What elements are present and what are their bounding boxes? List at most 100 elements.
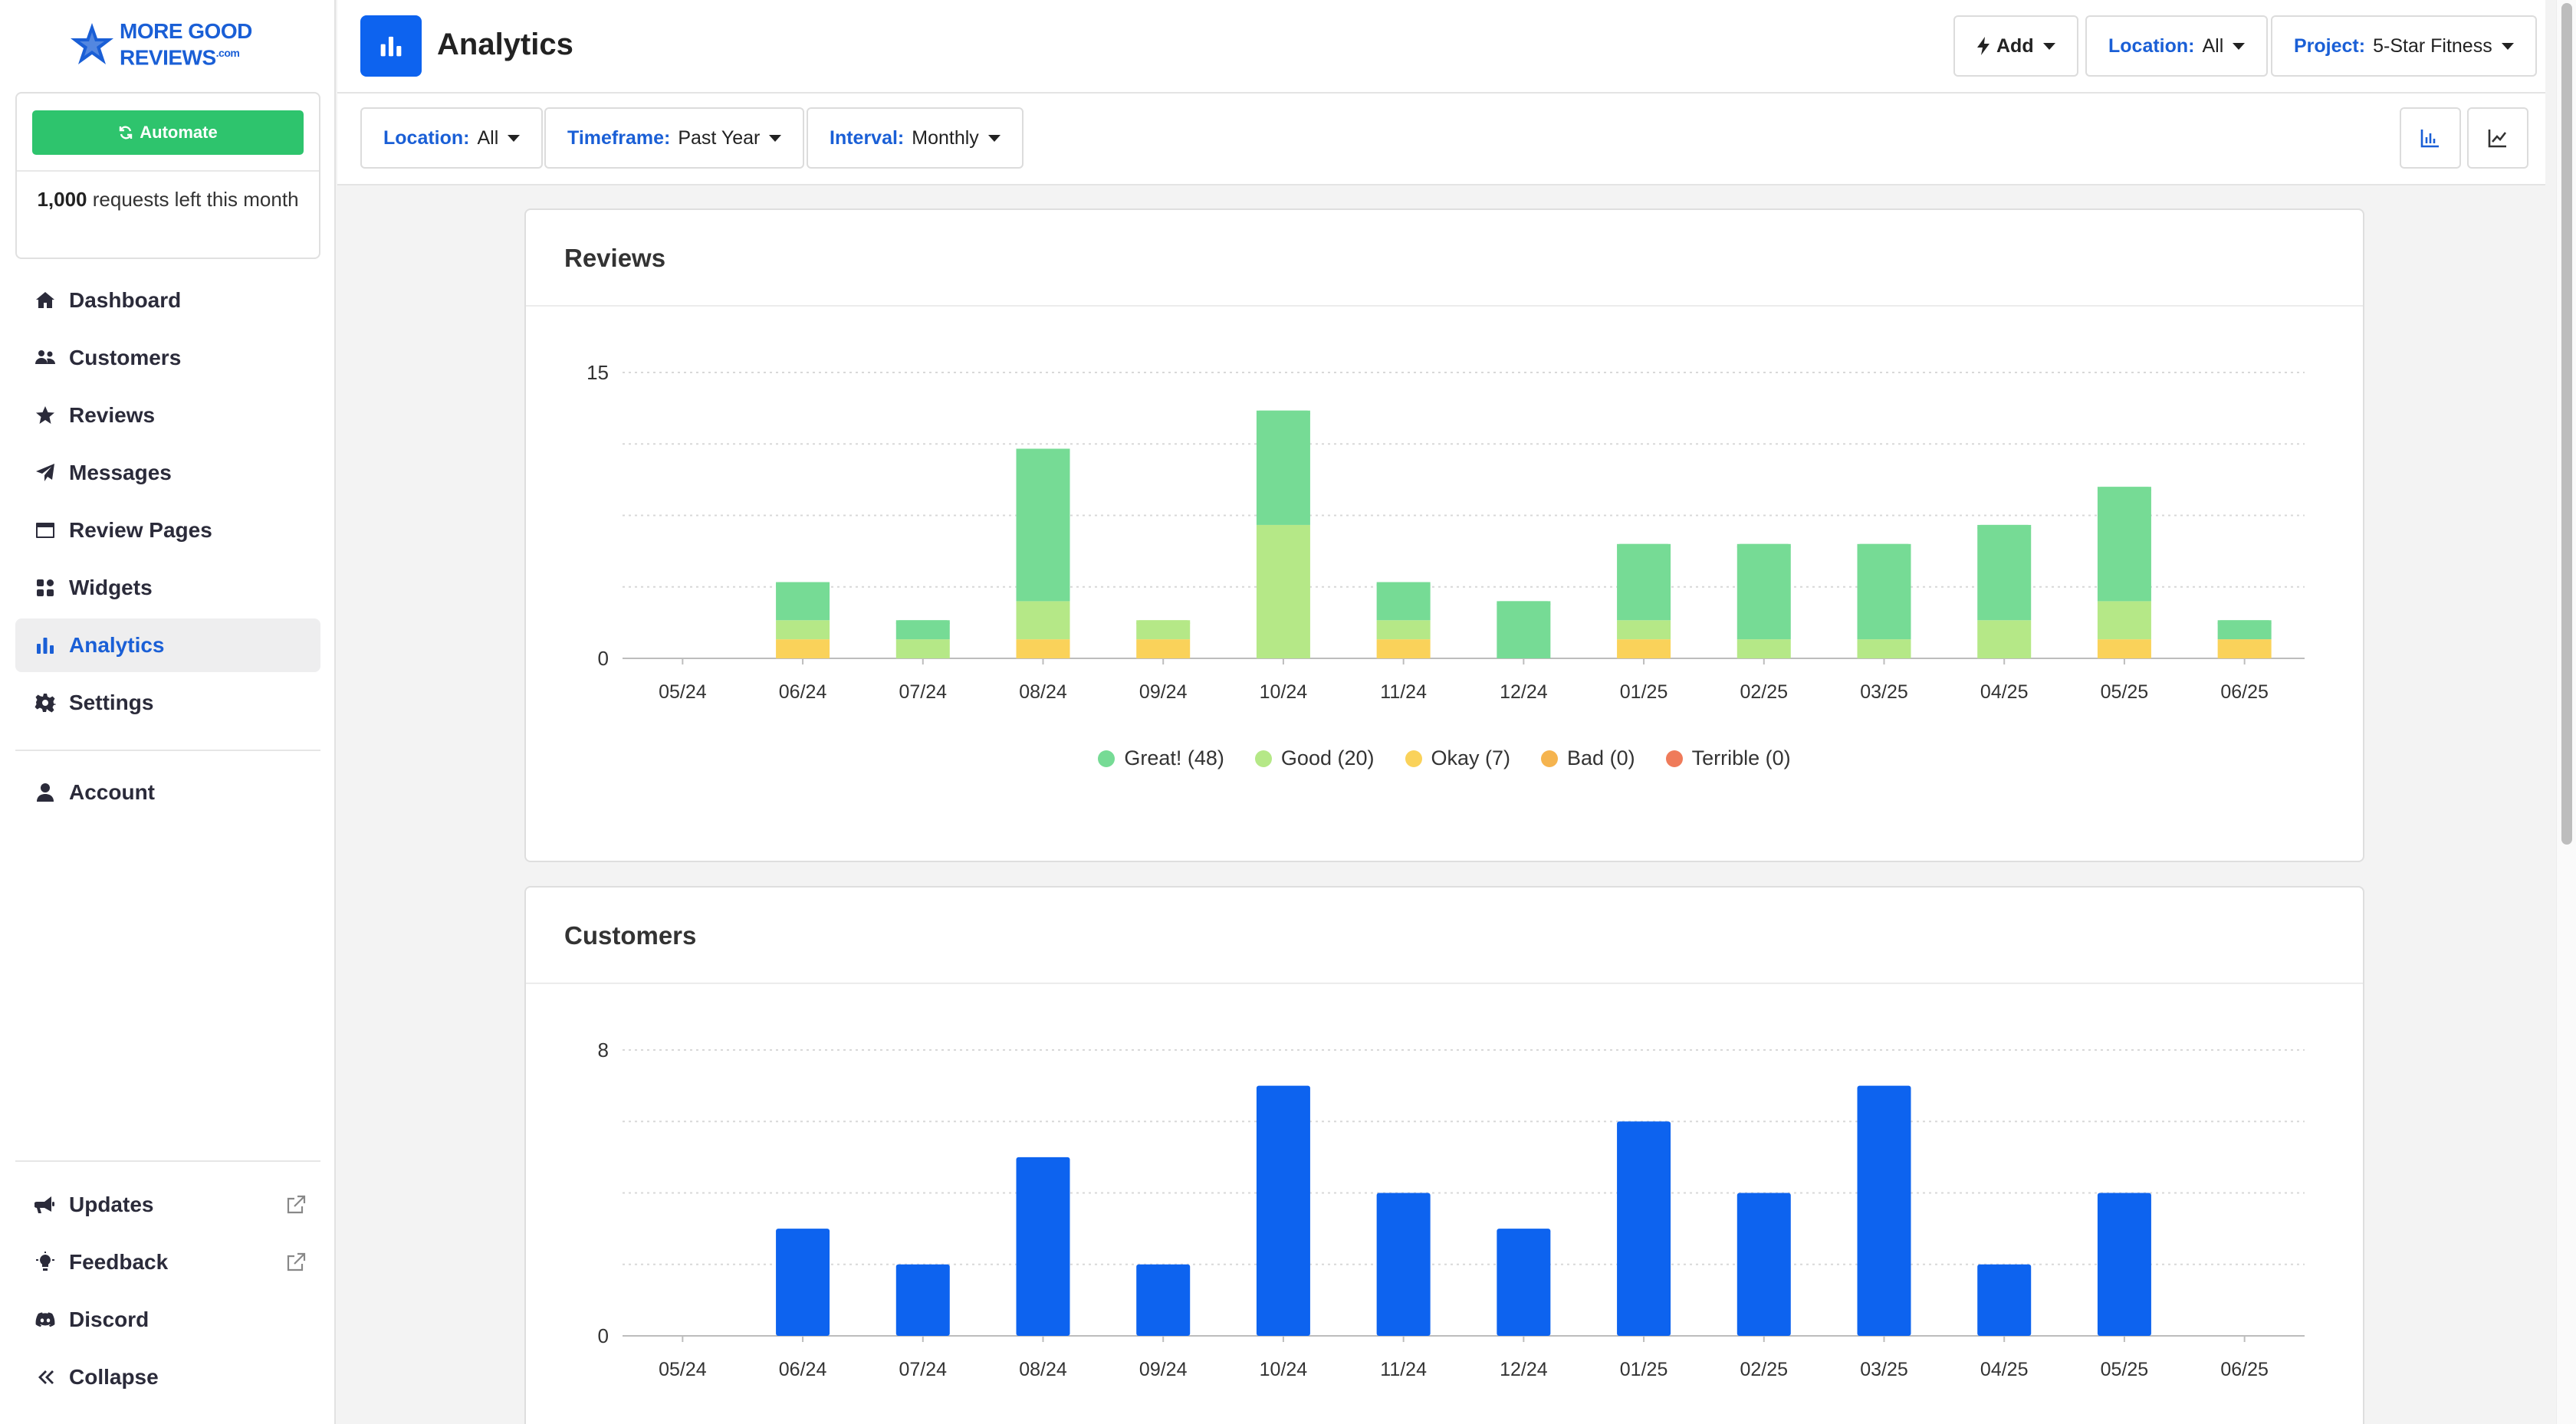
bar-segment-okay xyxy=(776,639,830,658)
legend-item-terrible[interactable]: Terrible (0) xyxy=(1665,746,1791,770)
add-label: Add xyxy=(1996,34,2034,57)
project-dropdown[interactable]: Project: 5-Star Fitness xyxy=(2271,15,2537,77)
x-tick-label: 07/24 xyxy=(899,1359,948,1380)
automate-button[interactable]: Automate xyxy=(32,110,304,155)
bar-segment-okay xyxy=(1136,639,1191,658)
bar-segment-okay xyxy=(1617,639,1671,658)
sidebar-item-dashboard[interactable]: Dashboard xyxy=(15,274,320,327)
caret-down-icon xyxy=(2501,42,2514,50)
sidebar-item-feedback[interactable]: Feedback xyxy=(15,1235,320,1289)
bar-segment-good xyxy=(895,639,950,658)
bar xyxy=(1737,1193,1791,1336)
bar-cap xyxy=(1136,620,1191,627)
sidebar-item-review-pages[interactable]: Review Pages xyxy=(15,504,320,557)
reviews-legend: Great! (48) Good (20) Okay (7) Bad (0) Terri… xyxy=(526,746,2363,770)
legend-dot xyxy=(1665,750,1683,767)
sidebar-item-widgets[interactable]: Widgets xyxy=(15,561,320,615)
location-value: All xyxy=(2202,34,2224,57)
sidebar-item-label: Collapse xyxy=(69,1365,159,1389)
sidebar-item-reviews[interactable]: Reviews xyxy=(15,389,320,442)
line-chart-view-button[interactable] xyxy=(2467,107,2528,169)
x-tick-label: 04/25 xyxy=(1980,681,2029,703)
bar-cap xyxy=(2097,487,2151,494)
sidebar-item-label: Analytics xyxy=(69,633,165,657)
y-tick-label: 15 xyxy=(586,361,609,384)
sidebar: MORE GOOD REVIEWS.com Automate 1,000 req… xyxy=(0,0,336,1424)
caret-down-icon xyxy=(2233,42,2246,50)
legend-dot xyxy=(1098,750,1116,767)
filter-key: Timeframe: xyxy=(567,126,671,149)
legend-item-good[interactable]: Good (20) xyxy=(1254,746,1375,770)
sidebar-item-settings[interactable]: Settings xyxy=(15,676,320,730)
megaphone-icon xyxy=(34,1193,57,1216)
caret-down-icon xyxy=(2042,42,2055,50)
legend-item-bad[interactable]: Bad (0) xyxy=(1541,746,1635,770)
bar-segment-great xyxy=(776,582,830,621)
legend-item-okay[interactable]: Okay (7) xyxy=(1405,746,1510,770)
bar-chart-icon xyxy=(360,15,422,77)
double-chevron-left-icon xyxy=(34,1366,57,1389)
location-filter[interactable]: Location: All xyxy=(360,107,544,169)
x-tick-label: 05/25 xyxy=(2101,1359,2149,1380)
sidebar-item-customers[interactable]: Customers xyxy=(15,331,320,385)
divider xyxy=(17,170,319,172)
x-tick-label: 09/24 xyxy=(1139,1359,1188,1380)
divider xyxy=(526,983,2363,984)
sidebar-item-account[interactable]: Account xyxy=(15,766,320,819)
x-tick-label: 11/24 xyxy=(1380,1359,1427,1380)
logo[interactable]: MORE GOOD REVIEWS.com xyxy=(67,17,267,72)
bar-segment-great xyxy=(2097,487,2151,602)
card-title: Reviews xyxy=(564,244,666,272)
x-tick-label: 05/24 xyxy=(659,681,707,703)
bar xyxy=(1977,1264,2032,1336)
bar-segment-great xyxy=(1617,543,1671,621)
bar-cap xyxy=(1977,524,2032,531)
bar-segment-good xyxy=(776,620,830,640)
sidebar-item-messages[interactable]: Messages xyxy=(15,446,320,500)
bar-segment-okay xyxy=(2217,639,2272,658)
sidebar-item-collapse[interactable]: Collapse xyxy=(15,1350,320,1404)
x-tick-label: 06/25 xyxy=(2220,1359,2269,1380)
bar-cap xyxy=(1737,543,1791,550)
legend-item-great[interactable]: Great! (48) xyxy=(1098,746,1224,770)
gear-icon xyxy=(34,691,57,714)
legend-label: Bad (0) xyxy=(1567,746,1635,769)
customers-chart: 0 8 05/24 06/24 07/24 08/24 09/24 10/24 11/24 12/… xyxy=(598,1038,2305,1380)
filter-key: Location: xyxy=(383,126,470,149)
bar-segment-great xyxy=(1497,601,1551,658)
bar-chart-icon xyxy=(2420,130,2439,148)
interval-filter[interactable]: Interval: Monthly xyxy=(807,107,1024,169)
filter-value: Past Year xyxy=(678,126,761,149)
scrollbar[interactable] xyxy=(2556,0,2576,1424)
x-tick-label: 01/25 xyxy=(1620,681,1668,703)
sidebar-item-updates[interactable]: Updates xyxy=(15,1178,320,1232)
bar-segment-good xyxy=(1977,620,2032,658)
x-tick-label: 06/24 xyxy=(779,1359,827,1380)
filter-key: Interval: xyxy=(830,126,905,149)
window-icon xyxy=(34,519,57,542)
filter-value: All xyxy=(477,126,499,149)
divider xyxy=(15,1160,320,1162)
bar-segment-okay xyxy=(1016,639,1070,658)
bar-segment-good xyxy=(1617,620,1671,640)
x-tick-label: 10/24 xyxy=(1260,681,1308,703)
bar-segment-good xyxy=(1016,601,1070,640)
add-button[interactable]: Add xyxy=(1953,15,2078,77)
sidebar-item-analytics[interactable]: Analytics xyxy=(15,618,320,672)
paper-plane-icon xyxy=(34,461,57,484)
location-dropdown[interactable]: Location: All xyxy=(2085,15,2269,77)
bar-cap xyxy=(2217,620,2272,627)
reviews-chart: 0 15 05/24 06/24 07/24 08/24 09/24 10/24 11/24 12… xyxy=(586,361,2305,703)
automate-label: Automate xyxy=(140,123,218,142)
x-tick-label: 12/24 xyxy=(1500,1359,1548,1380)
bar-cap xyxy=(1016,448,1070,455)
home-icon xyxy=(34,289,57,312)
bar-chart-view-button[interactable] xyxy=(2400,107,2461,169)
requests-suffix: requests left this month xyxy=(87,188,299,211)
scrollbar-thumb[interactable] xyxy=(2561,3,2572,845)
sidebar-item-label: Feedback xyxy=(69,1250,169,1274)
timeframe-filter[interactable]: Timeframe: Past Year xyxy=(544,107,805,169)
sidebar-item-label: Updates xyxy=(69,1193,154,1216)
legend-label: Good (20) xyxy=(1280,746,1375,769)
sidebar-item-discord[interactable]: Discord xyxy=(15,1293,320,1347)
